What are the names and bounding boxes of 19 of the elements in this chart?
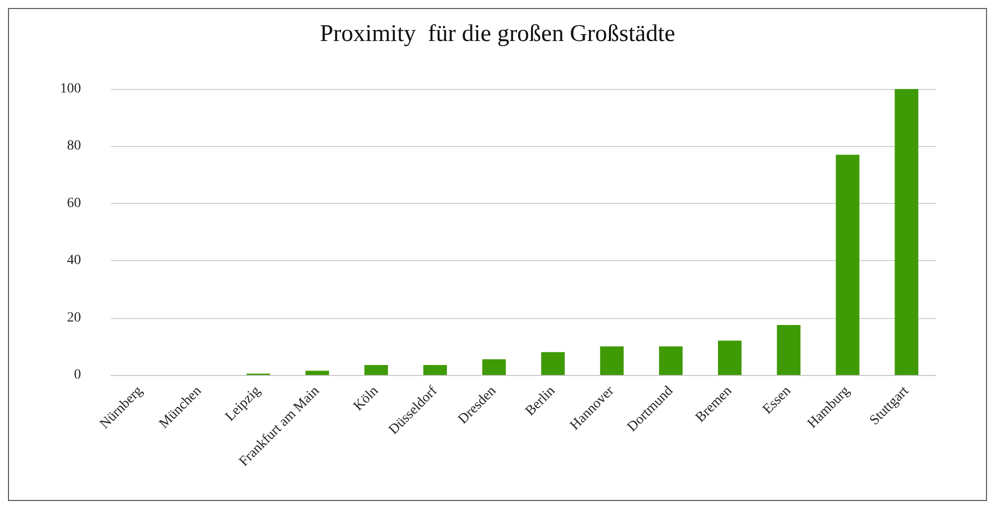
bar bbox=[482, 359, 506, 375]
y-tick-label: 100 bbox=[60, 82, 81, 96]
bar bbox=[718, 340, 742, 375]
bar bbox=[659, 346, 683, 375]
bar bbox=[541, 352, 565, 375]
y-tick-label: 60 bbox=[67, 196, 81, 211]
bar bbox=[836, 154, 860, 375]
y-tick-label: 80 bbox=[67, 138, 81, 154]
bar bbox=[364, 364, 388, 375]
y-tick-label: 40 bbox=[67, 253, 81, 268]
y-tick-label: 0 bbox=[74, 368, 81, 382]
bar bbox=[600, 346, 624, 375]
bar bbox=[776, 324, 800, 375]
bar bbox=[423, 364, 447, 375]
chart-title: Proximity für die großen Großstädte bbox=[320, 21, 676, 47]
y-tick-label: 20 bbox=[67, 310, 81, 326]
bar bbox=[894, 89, 918, 375]
bar bbox=[305, 370, 330, 375]
x-tick-label: Köln bbox=[351, 384, 382, 414]
